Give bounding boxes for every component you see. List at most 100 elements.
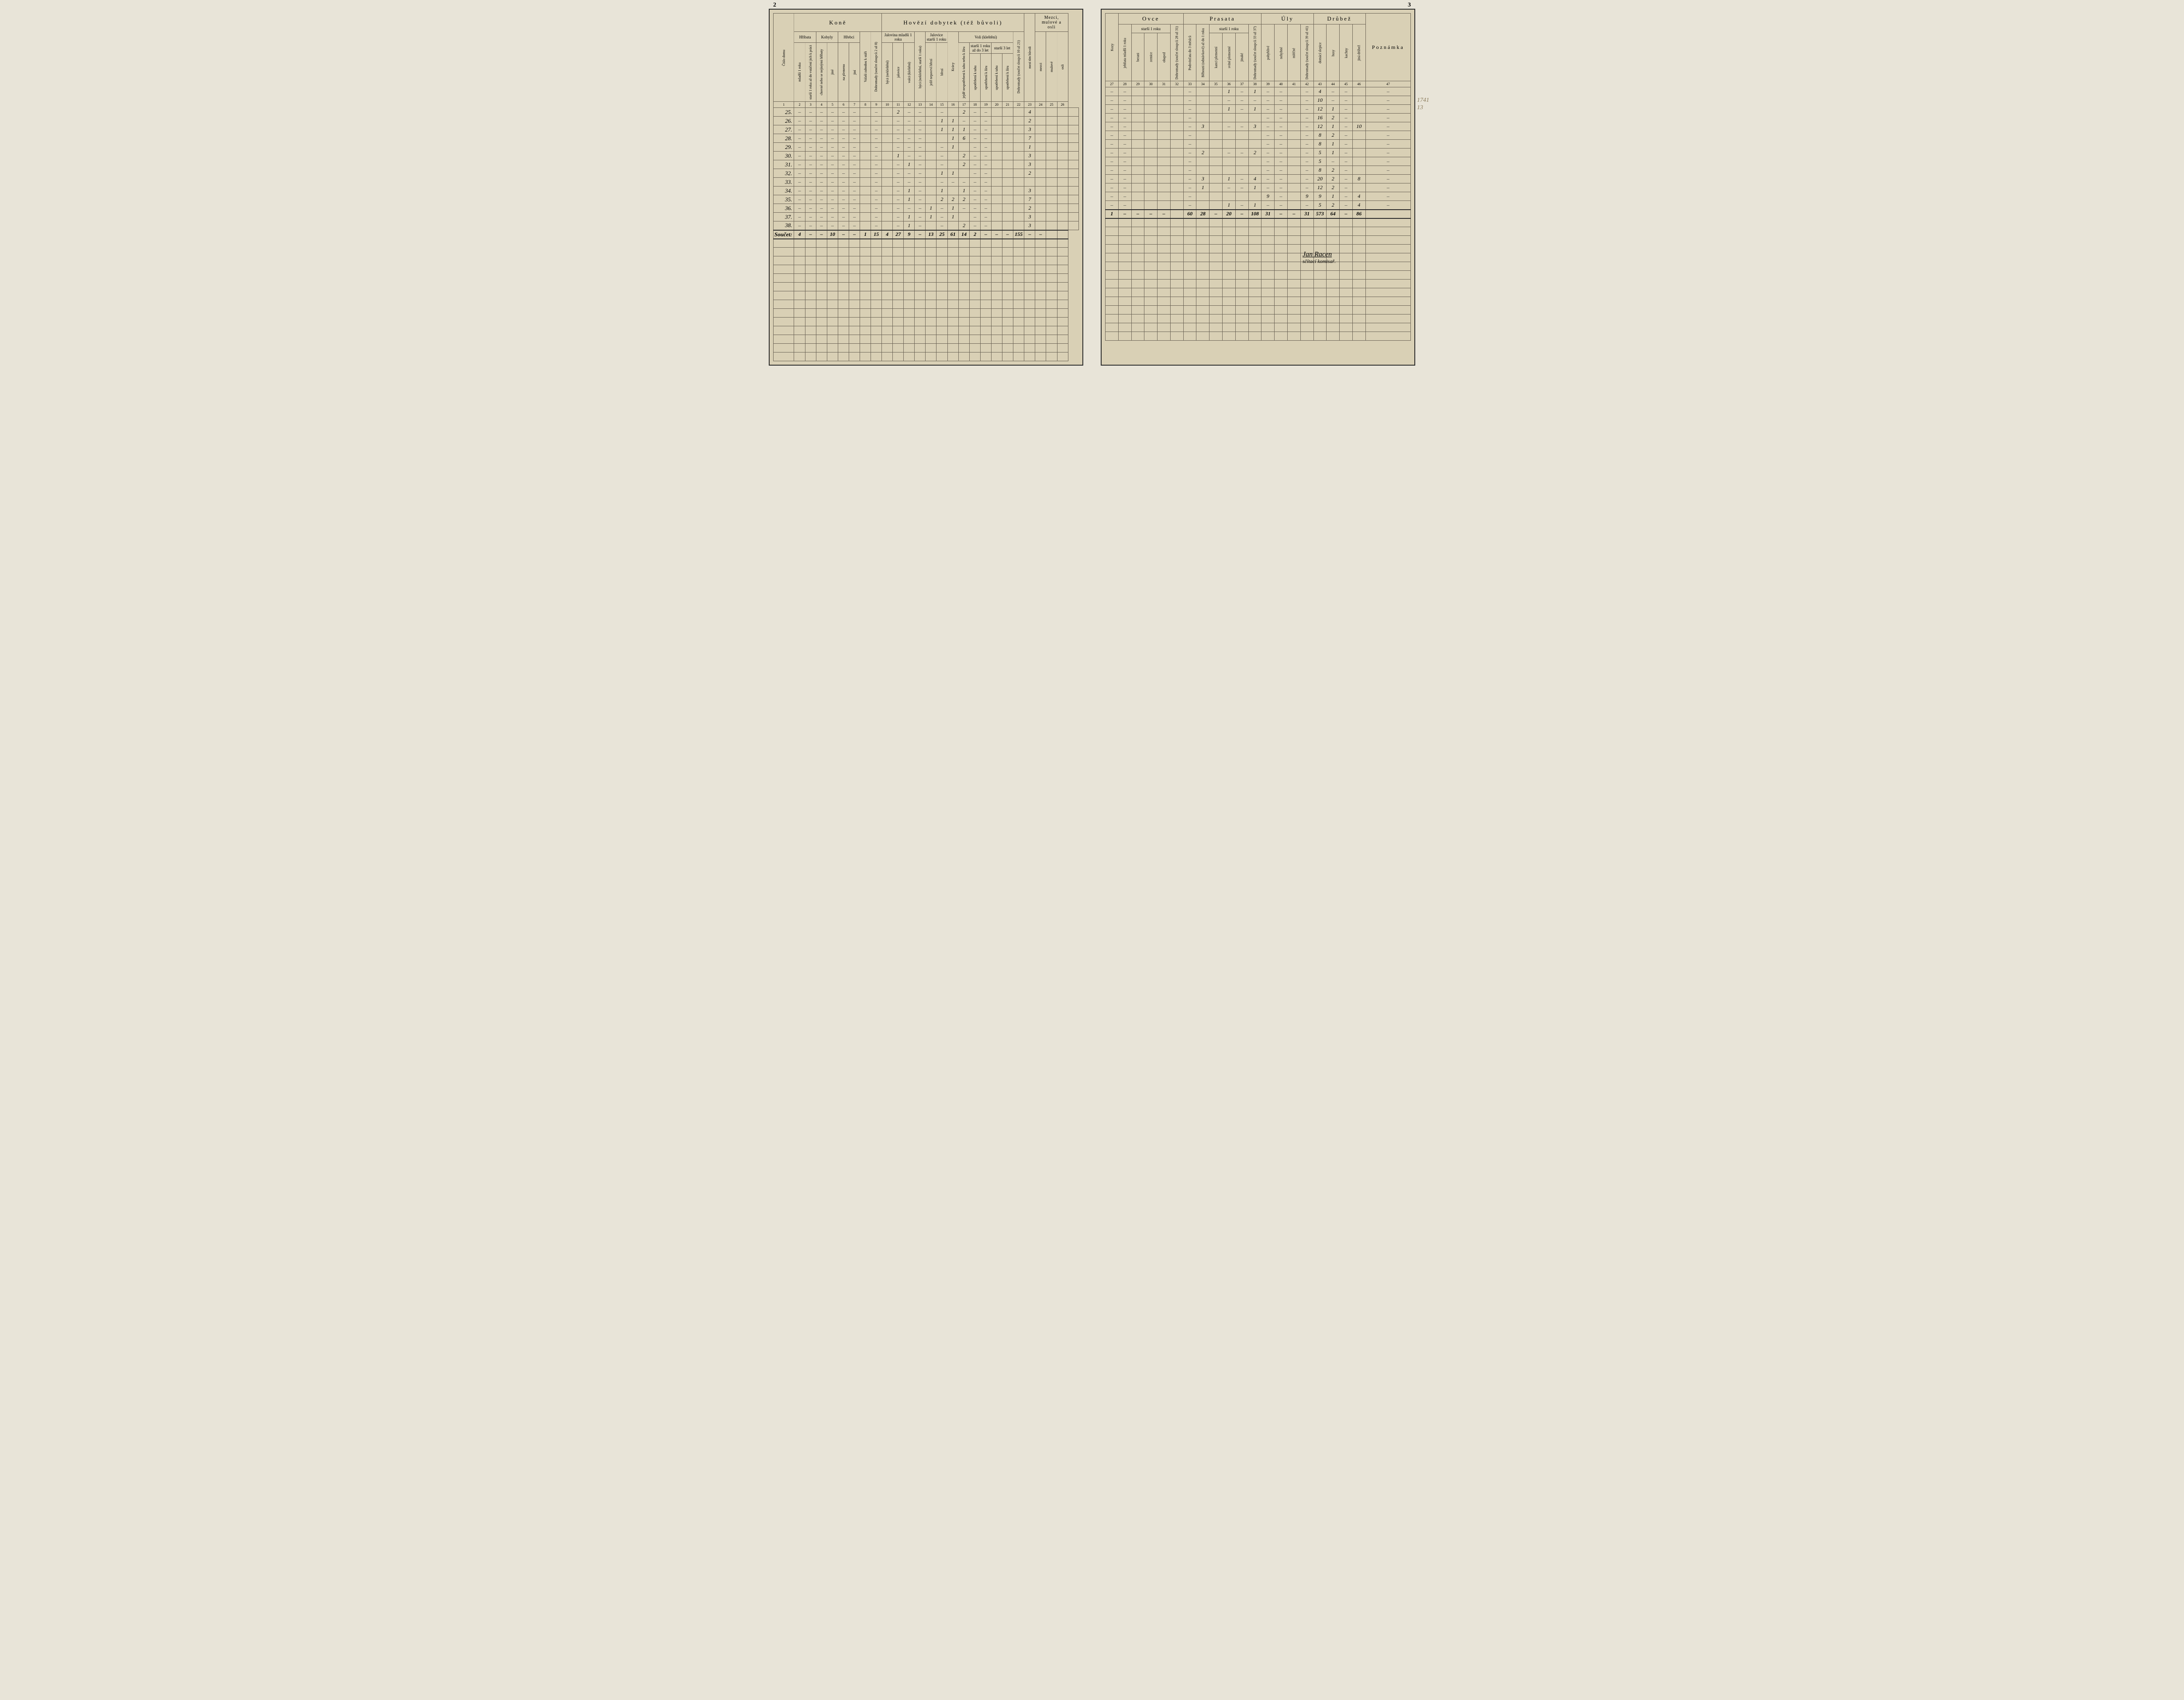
cell: – [816, 108, 827, 117]
cell [1035, 143, 1046, 152]
cell [882, 195, 893, 204]
subgroup-voli-3: starší 3 let [991, 43, 1013, 54]
cell [1068, 108, 1078, 117]
colnum: 33 [1183, 81, 1196, 87]
cell: – [904, 169, 915, 178]
col-ohaped: ohaped [1158, 33, 1171, 81]
cell: – [805, 169, 816, 178]
cell [1209, 166, 1223, 175]
cell: – [1327, 96, 1340, 105]
cell: – [893, 117, 904, 125]
cell: – [1261, 183, 1275, 192]
cell [1248, 192, 1261, 201]
cell [1352, 157, 1365, 166]
cell: – [904, 125, 915, 134]
total-cell: 27 [893, 230, 904, 239]
cell: – [1183, 192, 1196, 201]
cell [1013, 134, 1024, 143]
cell: – [958, 117, 969, 125]
colnum: 12 [904, 102, 915, 108]
cell: 1 [947, 143, 958, 152]
cell: 1 [926, 204, 936, 213]
cell: 1 [947, 169, 958, 178]
cell [1131, 122, 1144, 131]
cell: – [838, 134, 849, 143]
cell [1170, 140, 1183, 149]
cell [1223, 140, 1236, 149]
col-mezci: mezci [1035, 32, 1046, 102]
total-cell [1057, 230, 1068, 239]
cell: 1 [1248, 183, 1261, 192]
margin-note: 1741 13 [1417, 97, 1429, 112]
cell [1158, 192, 1171, 201]
total-cell: – [981, 230, 992, 239]
cell [1013, 169, 1024, 178]
cell: – [893, 178, 904, 187]
cell: – [1340, 122, 1353, 131]
cell: 1 [1327, 140, 1340, 149]
total-cell: 28 [1196, 210, 1209, 218]
cell [1170, 131, 1183, 140]
cell [1158, 157, 1171, 166]
cell [1131, 192, 1144, 201]
cell: – [1365, 87, 1410, 96]
cell [1068, 204, 1078, 213]
cell: – [871, 213, 881, 221]
colnum: 46 [1352, 81, 1365, 87]
cell: – [805, 221, 816, 230]
cell: – [1261, 87, 1275, 96]
col-hribata-st: starší 1 roku až do vstáčení jich k prác… [805, 43, 816, 102]
total-cell: – [1144, 210, 1158, 218]
cell: 9 [1261, 192, 1275, 201]
cell: – [970, 152, 981, 160]
cell: – [805, 195, 816, 204]
cell: – [893, 221, 904, 230]
cell [1287, 87, 1300, 96]
cell: – [1327, 87, 1340, 96]
cell [1046, 169, 1057, 178]
cell [1209, 96, 1223, 105]
cell: – [1300, 166, 1313, 175]
cell [1144, 114, 1158, 122]
cell: – [1106, 131, 1119, 140]
cell: – [970, 134, 981, 143]
col-jalovice: jalovice [893, 43, 904, 102]
cell [1046, 204, 1057, 213]
cell: 1 [1327, 105, 1340, 114]
cell: 1 [947, 134, 958, 143]
cell [1223, 192, 1236, 201]
cell: – [970, 117, 981, 125]
total-cell: – [1002, 230, 1013, 239]
cell [1209, 105, 1223, 114]
cell: – [970, 204, 981, 213]
cell [1002, 221, 1013, 230]
cell: – [970, 169, 981, 178]
cell: – [805, 143, 816, 152]
cell: – [827, 117, 838, 125]
cell: – [1300, 201, 1313, 210]
total-cell: 61 [947, 230, 958, 239]
cell: 2 [936, 195, 947, 204]
cell: – [1118, 105, 1131, 114]
total-cell: 60 [1183, 210, 1196, 218]
total-cell: 2 [970, 230, 981, 239]
cell [1287, 105, 1300, 114]
col-byci-starsi: býci (nekleštění, starší 1 roku) [915, 32, 926, 102]
cell: – [1223, 96, 1236, 105]
cell: – [981, 117, 992, 125]
cell: – [1118, 122, 1131, 131]
cell: – [1340, 140, 1353, 149]
cell [1013, 213, 1024, 221]
cell [860, 187, 871, 195]
cell: – [1106, 140, 1119, 149]
total-cell: 9 [904, 230, 915, 239]
cell [882, 187, 893, 195]
colnum: 32 [1170, 81, 1183, 87]
cell [991, 108, 1002, 117]
cell [1158, 201, 1171, 210]
cell [1287, 192, 1300, 201]
cell: – [1118, 192, 1131, 201]
cell: 3 [1024, 152, 1035, 160]
cell: 2 [1327, 114, 1340, 122]
cell [1035, 169, 1046, 178]
